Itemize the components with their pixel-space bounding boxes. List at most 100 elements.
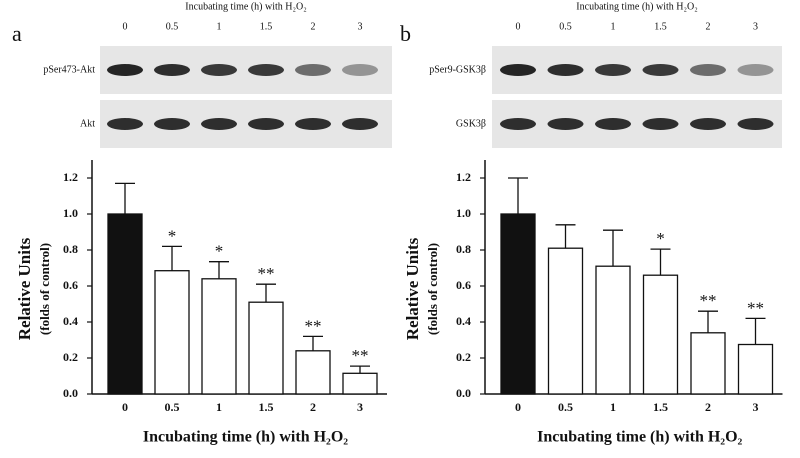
y-tick-label: 0.4 [456, 314, 471, 328]
lane-label: 0 [123, 21, 128, 32]
y-tick-label: 1.2 [456, 170, 471, 184]
error-bar [350, 365, 370, 374]
blot-row-label: Akt [80, 118, 95, 129]
significance: ** [352, 346, 369, 365]
x-tick-label: 3 [357, 400, 363, 414]
blot-row-label: pSer9-GSK3β [429, 64, 486, 75]
y-axis-label: Relative Units [15, 237, 34, 340]
y-tick-label: 1.0 [63, 206, 78, 220]
error-bar [745, 317, 766, 345]
blot-band [500, 64, 536, 76]
x-tick-label: 3 [753, 400, 759, 414]
y-tick-label: 1.0 [456, 206, 471, 220]
x-tick-label: 0.5 [558, 400, 573, 414]
blot-band [107, 64, 143, 76]
lane-label: 3 [753, 21, 758, 32]
blot-band [690, 64, 726, 76]
error-bar [603, 229, 623, 267]
significance: * [656, 229, 665, 248]
x-tick-label: 0 [122, 400, 128, 414]
y-axis-label: Relative Units [403, 237, 422, 340]
y-axis-sublabel: (folds of control) [37, 243, 52, 335]
blot-band [690, 118, 726, 130]
bar [107, 213, 143, 395]
blot-band [154, 64, 190, 76]
x-tick-label: 2 [310, 400, 316, 414]
x-axis-label: Incubating time (h) with H₂O₂ [143, 429, 348, 446]
significance: ** [747, 298, 764, 317]
lane-label: 1.5 [260, 21, 273, 32]
bar [154, 270, 190, 395]
error-bar [256, 283, 276, 303]
lane-label: 0.5 [166, 21, 179, 32]
x-tick-label: 1 [216, 400, 222, 414]
x-axis-label: Incubating time (h) with H₂O₂ [537, 429, 742, 446]
error-bar [555, 224, 576, 249]
lane-label: 0 [516, 21, 521, 32]
bar [737, 343, 774, 395]
error-bar [650, 248, 671, 276]
blot-strip [492, 100, 782, 148]
blot-band [642, 118, 679, 130]
bar [342, 372, 378, 395]
x-tick-label: 1 [610, 400, 616, 414]
panel-label: a [12, 21, 22, 46]
blot-band [500, 118, 536, 130]
bar [500, 213, 536, 395]
lane-label: 0.5 [559, 21, 572, 32]
bar [248, 301, 284, 395]
panel-label: b [400, 21, 411, 46]
y-tick-label: 0.2 [456, 350, 471, 364]
bar [547, 247, 584, 395]
blot-band [295, 118, 331, 130]
y-tick-label: 0.2 [63, 350, 78, 364]
significance: ** [305, 316, 322, 335]
blot-band [737, 64, 774, 76]
x-tick-label: 1.5 [653, 400, 668, 414]
blot-band [737, 118, 774, 130]
blot-strip [492, 46, 782, 94]
lane-label: 1 [611, 21, 616, 32]
blot-band [342, 64, 378, 76]
y-tick-label: 0.6 [456, 278, 471, 292]
error-bar [698, 310, 718, 333]
blot-band [295, 64, 331, 76]
significance: ** [700, 291, 717, 310]
x-tick-label: 0.5 [165, 400, 180, 414]
bar [595, 265, 631, 395]
error-bar [162, 245, 182, 271]
lane-label: 1 [217, 21, 222, 32]
error-bar [303, 335, 323, 351]
significance: * [168, 226, 177, 245]
y-tick-label: 0.8 [456, 242, 471, 256]
error-bar [115, 182, 135, 214]
blot-title: Incubating time (h) with H₂O₂ [576, 1, 697, 12]
x-tick-label: 2 [705, 400, 711, 414]
lane-label: 2 [706, 21, 711, 32]
blot-row-label: pSer473-Akt [43, 64, 95, 75]
significance: ** [258, 264, 275, 283]
y-tick-label: 0.4 [63, 314, 78, 328]
bar [690, 332, 726, 395]
x-tick-label: 0 [515, 400, 521, 414]
blot-row-label: GSK3β [456, 118, 486, 129]
y-tick-label: 0.0 [63, 386, 78, 400]
blot-band [107, 118, 143, 130]
blot-band [201, 64, 237, 76]
blot-title: Incubating time (h) with H₂O₂ [185, 1, 306, 12]
y-axis-sublabel: (folds of control) [425, 243, 440, 335]
blot-band [642, 64, 679, 76]
lane-label: 1.5 [654, 21, 667, 32]
bar [201, 278, 237, 395]
blot-band [248, 64, 284, 76]
bar [295, 350, 331, 395]
blot-strip [100, 46, 392, 94]
blot-band [248, 118, 284, 130]
error-bar [209, 261, 229, 279]
blot-band [342, 118, 378, 130]
blot-band [154, 118, 190, 130]
lane-label: 2 [311, 21, 316, 32]
significance: * [215, 242, 224, 261]
